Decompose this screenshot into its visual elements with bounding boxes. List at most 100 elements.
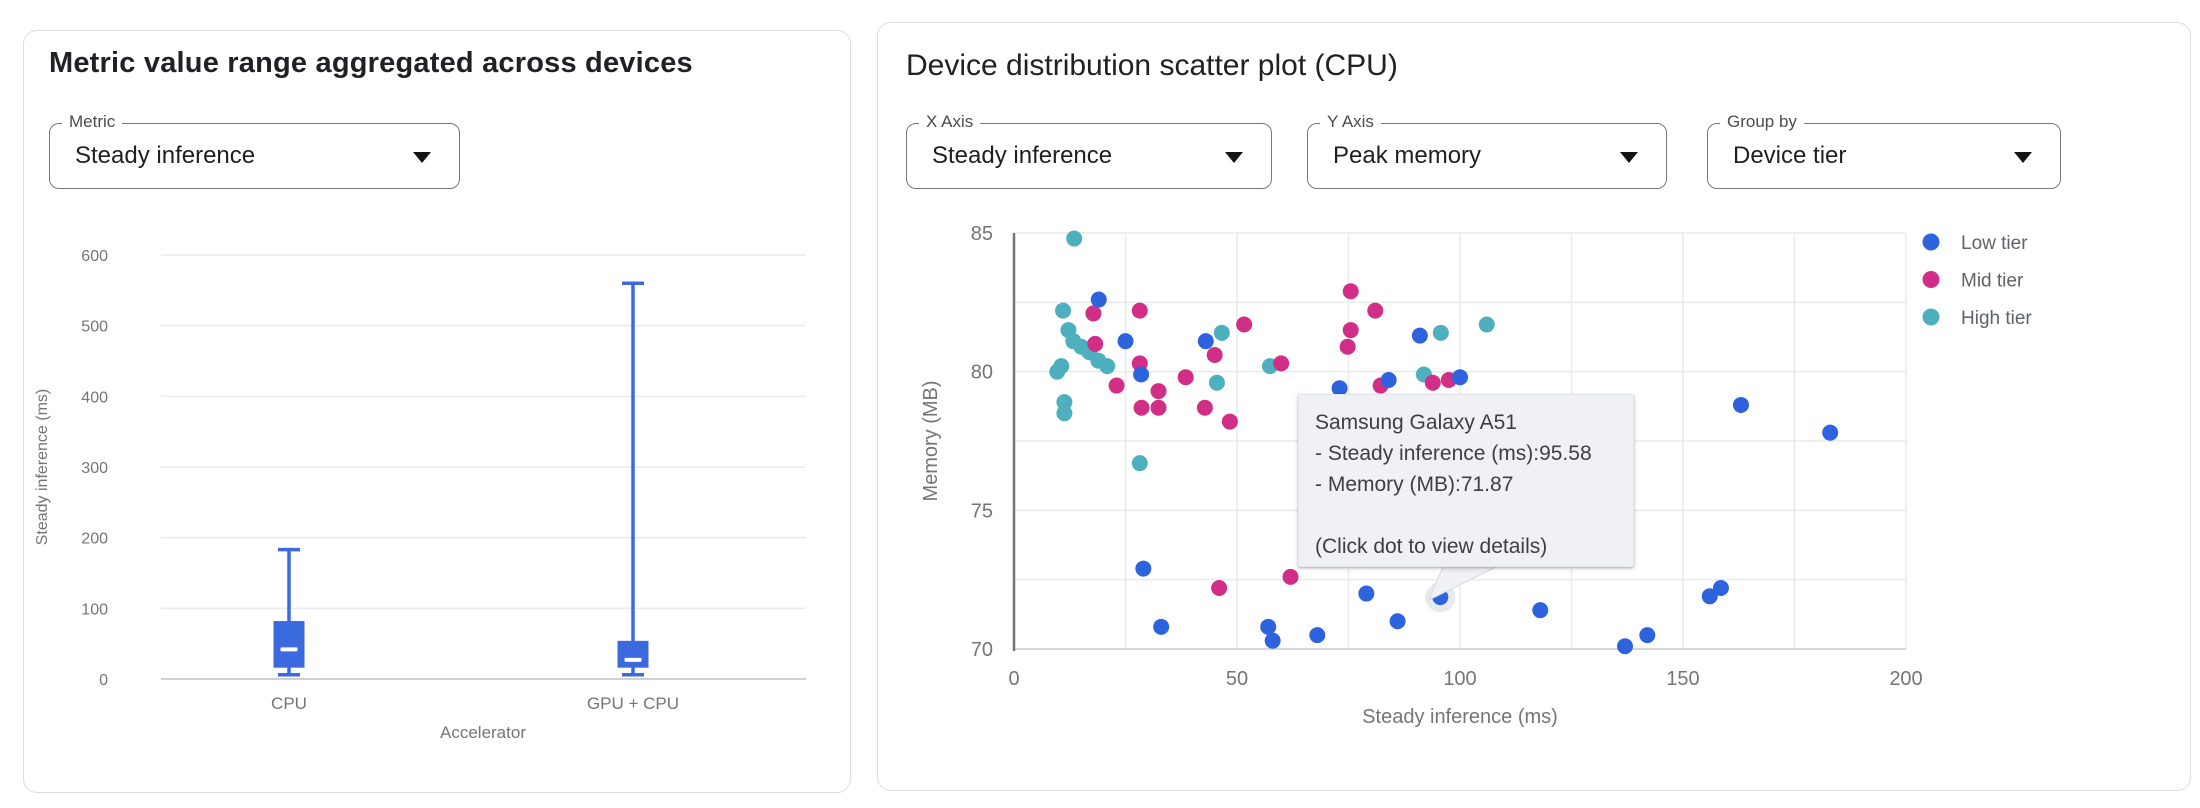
y-axis-tick-label: 85	[971, 223, 993, 245]
x-axis-tick-label: 100	[1443, 668, 1476, 690]
scatter-point-low-tier[interactable]	[1712, 579, 1729, 596]
y-axis-tick-label: 70	[971, 639, 993, 661]
x-axis-tick-label: 150	[1666, 668, 1699, 690]
tooltip-pointer	[1428, 563, 1503, 602]
scatter-point-high-tier[interactable]	[1056, 394, 1073, 411]
scatter-point-low-tier[interactable]	[1380, 371, 1397, 388]
scatter-point-low-tier[interactable]	[1133, 366, 1150, 383]
scatter-point-mid-tier[interactable]	[1087, 335, 1104, 352]
scatter-point-mid-tier[interactable]	[1221, 413, 1238, 430]
scatter-point-mid-tier[interactable]	[1367, 302, 1384, 319]
x-axis-tick-label: 0	[1008, 668, 1019, 690]
scatter-point-low-tier[interactable]	[1732, 396, 1749, 413]
scatter-point-mid-tier[interactable]	[1339, 338, 1356, 355]
scatter-point-high-tier[interactable]	[1099, 358, 1116, 375]
scatter-point-mid-tier[interactable]	[1236, 316, 1253, 333]
scatter-point-high-tier[interactable]	[1131, 455, 1148, 472]
y-axis-dropdown-value: Peak memory	[1333, 142, 1482, 169]
scatter-point-low-tier[interactable]	[1617, 638, 1634, 655]
scatter-point-low-tier[interactable]	[1358, 585, 1375, 602]
scatter-point-low-tier[interactable]	[1264, 632, 1281, 649]
group-by-dropdown[interactable]: Group by Device tier	[1707, 112, 2061, 189]
scatter-point-low-tier[interactable]	[1153, 618, 1170, 635]
chevron-down-icon	[1225, 152, 1243, 163]
scatter-point-mid-tier[interactable]	[1211, 579, 1228, 596]
tooltip-device-name: Samsung Galaxy A51	[1315, 411, 1517, 434]
scatter-point-low-tier[interactable]	[1197, 333, 1214, 350]
legend-label-low-tier[interactable]: Low tier	[1961, 233, 2028, 254]
legend-label-high-tier[interactable]: High tier	[1961, 308, 2032, 329]
legend-swatch-low-tier-icon[interactable]	[1922, 233, 1940, 251]
scatter-point-low-tier[interactable]	[1822, 424, 1839, 441]
scatter-point-low-tier[interactable]	[1639, 627, 1656, 644]
box-plot-chart[interactable]: 0 100 200 300 400 500 600 Steady inference (ms)…	[31, 241, 831, 771]
y-axis-tick-label: 600	[81, 248, 108, 265]
legend-swatch-high-tier-icon[interactable]	[1922, 308, 1940, 326]
scatter-point-low-tier[interactable]	[1411, 327, 1428, 344]
scatter-point-low-tier[interactable]	[1331, 380, 1348, 397]
chevron-down-icon	[413, 152, 431, 163]
scatter-point-low-tier[interactable]	[1532, 602, 1549, 619]
scatter-point-mid-tier[interactable]	[1196, 399, 1213, 416]
scatter-point-high-tier[interactable]	[1478, 316, 1495, 333]
box-median	[624, 657, 642, 662]
y-axis-tick-label: 200	[81, 531, 108, 548]
box-gpu-cpu[interactable]	[617, 640, 649, 668]
scatter-point-low-tier[interactable]	[1309, 627, 1326, 644]
x-axis-dropdown-value: Steady inference	[932, 142, 1113, 169]
scatter-point-mid-tier[interactable]	[1150, 383, 1167, 400]
group-by-dropdown-value: Device tier	[1733, 142, 1847, 169]
scatter-point-high-tier[interactable]	[1213, 324, 1230, 341]
scatter-point-high-tier[interactable]	[1055, 302, 1072, 319]
tooltip-hint: (Click dot to view details)	[1315, 535, 1548, 558]
scatter-point-low-tier[interactable]	[1701, 588, 1718, 605]
right-card-title: Device distribution scatter plot (CPU)	[906, 49, 1398, 82]
y-axis-dropdown[interactable]: Y Axis Peak memory	[1307, 112, 1667, 189]
scatter-plot-card: Device distribution scatter plot (CPU) X…	[877, 22, 2191, 791]
scatter-point-low-tier[interactable]	[1135, 560, 1152, 577]
scatter-point-mid-tier[interactable]	[1108, 377, 1125, 394]
y-axis-tick-label: 500	[81, 319, 108, 336]
chart-tooltip: Samsung Galaxy A51 - Steady inference (m…	[1298, 394, 1634, 567]
scatter-point-high-tier[interactable]	[1432, 324, 1449, 341]
scatter-point-mid-tier[interactable]	[1342, 322, 1359, 339]
category-label: GPU + CPU	[587, 694, 679, 713]
y-axis-tick-label: 400	[81, 389, 108, 406]
scatter-point-mid-tier[interactable]	[1150, 399, 1167, 416]
metric-dropdown-value: Steady inference	[75, 142, 256, 169]
y-axis-dropdown-label: Y Axis	[1320, 112, 1381, 132]
scatter-point-mid-tier[interactable]	[1131, 302, 1148, 319]
legend-swatch-mid-tier-icon[interactable]	[1922, 271, 1940, 288]
scatter-point-low-tier[interactable]	[1452, 369, 1468, 386]
chevron-down-icon	[1620, 152, 1638, 163]
x-axis-tick-label: 50	[1226, 668, 1248, 690]
scatter-point-high-tier[interactable]	[1208, 374, 1225, 391]
tooltip-x-value: - Steady inference (ms):95.58	[1315, 442, 1592, 465]
scatter-point-high-tier[interactable]	[1066, 230, 1083, 247]
box-cpu[interactable]	[273, 621, 305, 668]
scatter-point-mid-tier[interactable]	[1424, 374, 1441, 391]
x-axis-title: Steady inference (ms)	[1362, 706, 1558, 728]
scatter-point-low-tier[interactable]	[1117, 333, 1134, 350]
scatter-point-low-tier[interactable]	[1090, 291, 1107, 308]
scatter-point-low-tier[interactable]	[1389, 613, 1406, 630]
x-axis-dropdown[interactable]: X Axis Steady inference	[906, 112, 1272, 189]
scatter-point-mid-tier[interactable]	[1342, 283, 1359, 300]
scatter-point-mid-tier[interactable]	[1177, 369, 1194, 386]
legend-label-mid-tier[interactable]: Mid tier	[1961, 271, 2024, 292]
y-axis-title: Steady inference (ms)	[34, 389, 51, 546]
scatter-point-mid-tier[interactable]	[1273, 355, 1290, 372]
box-plot-card: Metric value range aggregated across dev…	[23, 30, 851, 793]
scatter-point-mid-tier[interactable]	[1085, 305, 1102, 322]
scatter-point-high-tier[interactable]	[1056, 405, 1073, 422]
scatter-point-mid-tier[interactable]	[1282, 568, 1299, 585]
box-median	[280, 647, 298, 652]
y-axis-tick-label: 75	[971, 500, 993, 522]
scatter-point-mid-tier[interactable]	[1206, 347, 1223, 364]
y-axis-tick-label: 300	[81, 460, 108, 477]
metric-dropdown[interactable]: Metric Steady inference	[49, 112, 460, 189]
scatter-point-low-tier[interactable]	[1260, 618, 1277, 635]
scatter-point-high-tier[interactable]	[1049, 363, 1066, 380]
scatter-point-mid-tier[interactable]	[1133, 399, 1150, 416]
